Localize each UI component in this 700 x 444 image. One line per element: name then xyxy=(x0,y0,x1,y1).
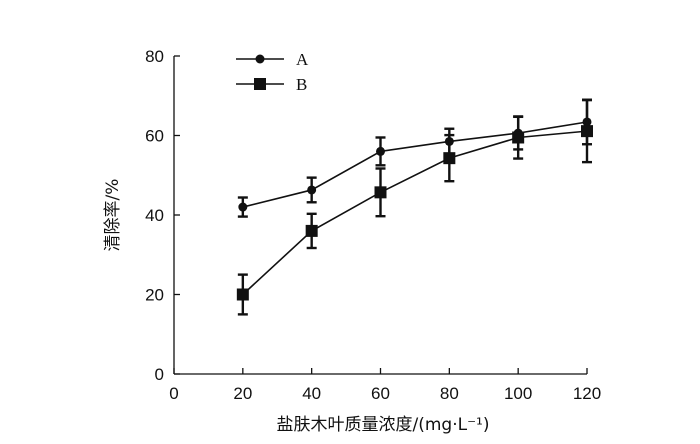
legend: AB xyxy=(236,50,309,94)
series-b-point xyxy=(443,152,456,165)
series-a-point xyxy=(307,185,317,195)
y-tick-label: 80 xyxy=(145,47,164,66)
x-tick-label: 60 xyxy=(371,384,390,403)
legend-b-label: B xyxy=(296,75,307,94)
series-a-point xyxy=(238,202,248,212)
x-tick-label: 0 xyxy=(169,384,178,403)
y-tick-label: 0 xyxy=(155,365,164,384)
x-tick-label: 80 xyxy=(440,384,459,403)
x-tick-label: 120 xyxy=(573,384,601,403)
legend-b-marker xyxy=(254,78,266,90)
y-tick-label: 20 xyxy=(145,286,164,305)
x-tick-label: 20 xyxy=(233,384,252,403)
legend-a-label: A xyxy=(296,50,309,69)
series-b-point xyxy=(374,186,387,199)
x-axis-title: 盐肤木叶质量浓度/(mg·L⁻¹) xyxy=(276,415,489,435)
series-a-point xyxy=(376,146,385,156)
x-tick-label: 40 xyxy=(302,384,321,403)
series-b-point xyxy=(512,131,525,144)
series-layer xyxy=(236,98,593,316)
series-b-line xyxy=(242,130,588,296)
y-tick-label: 40 xyxy=(145,206,164,225)
series-b-point xyxy=(236,288,249,301)
ticks: 0 20 40 60 80 100 120 0 20 40 60 80 xyxy=(145,47,601,403)
series-b-point xyxy=(581,125,593,138)
x-tick-label: 100 xyxy=(504,384,532,403)
y-tick-label: 60 xyxy=(145,127,164,146)
y-axis-title: 清除率/% xyxy=(103,179,123,252)
series-a-line xyxy=(242,121,588,208)
series-b-point xyxy=(305,224,318,237)
legend-a-marker xyxy=(255,54,265,64)
